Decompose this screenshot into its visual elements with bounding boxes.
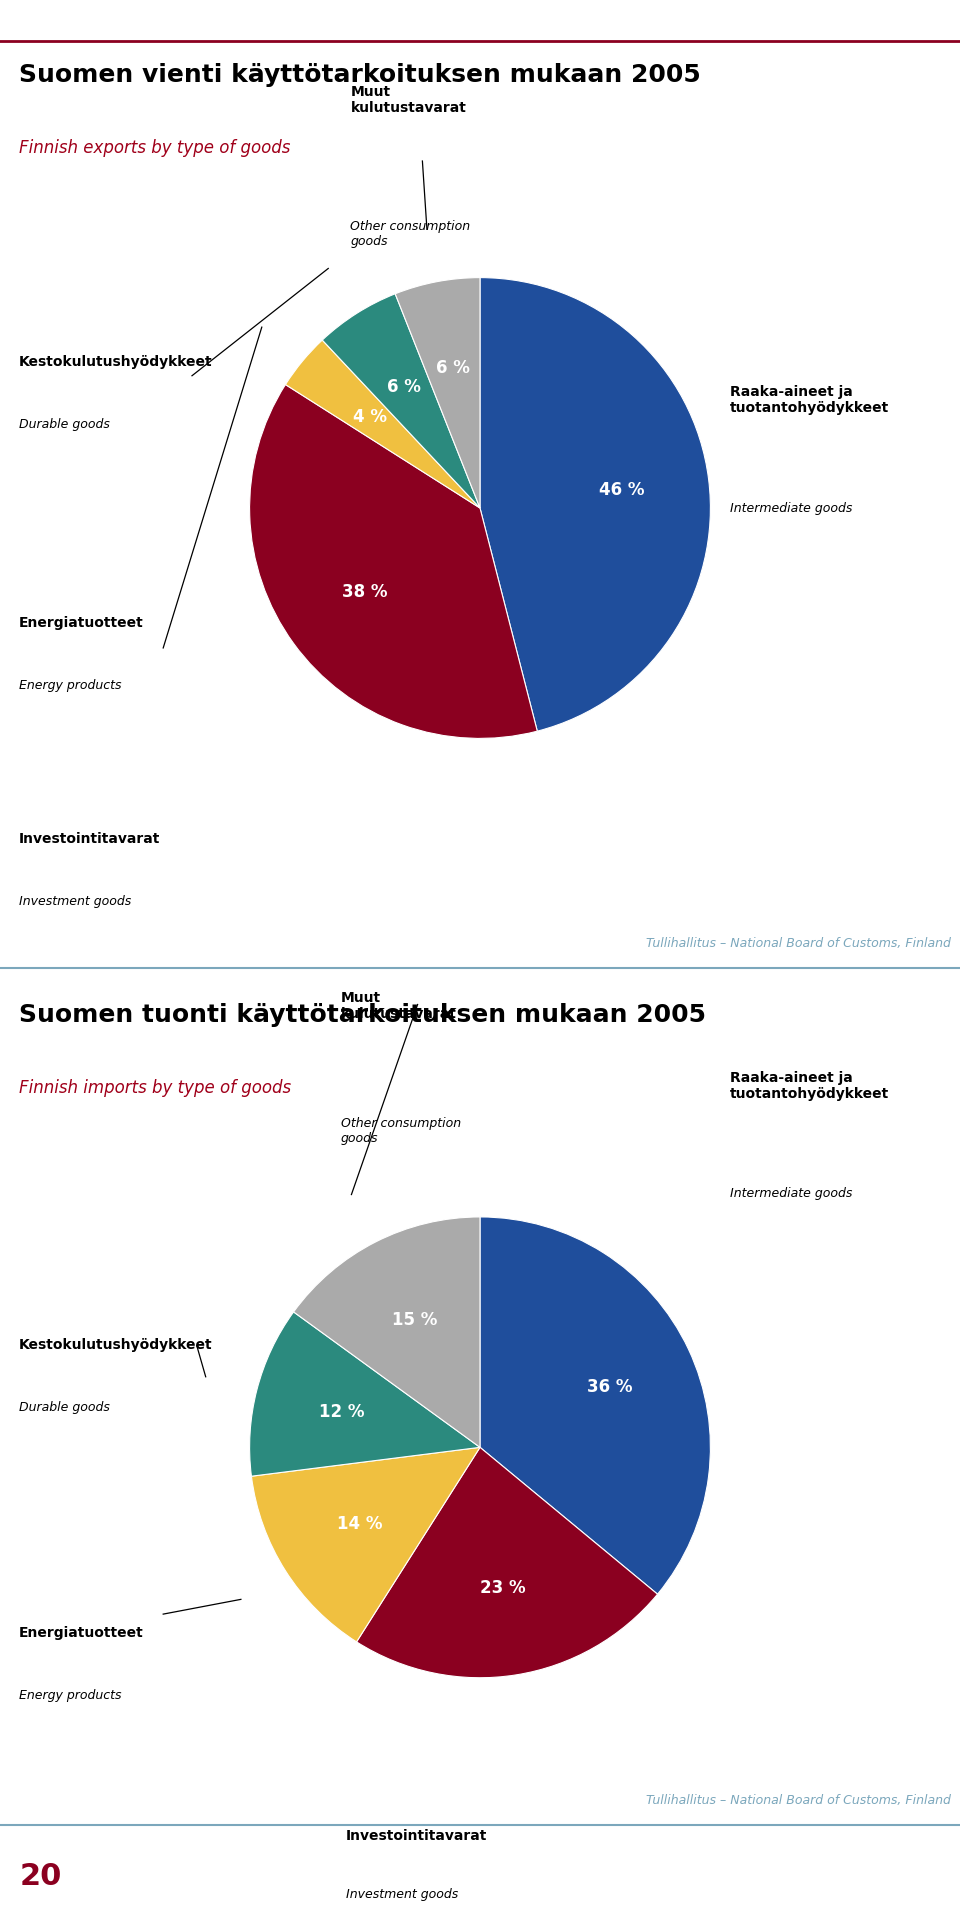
Text: Investointitavarat: Investointitavarat	[19, 832, 160, 847]
Text: Intermediate goods: Intermediate goods	[730, 1187, 852, 1200]
Text: Raaka-aineet ja
tuotantohyödykkeet: Raaka-aineet ja tuotantohyödykkeet	[730, 1072, 889, 1100]
Text: Durable goods: Durable goods	[19, 1401, 110, 1415]
Text: Investment goods: Investment goods	[19, 895, 132, 909]
Wedge shape	[480, 1217, 710, 1595]
Text: 23 %: 23 %	[480, 1580, 525, 1597]
Text: 12 %: 12 %	[319, 1403, 365, 1420]
Wedge shape	[285, 339, 480, 508]
Text: Kestokulutushyödykkeet: Kestokulutushyödykkeet	[19, 1338, 213, 1351]
Text: Investment goods: Investment goods	[346, 1888, 458, 1900]
Text: Kestokulutushyödykkeet: Kestokulutushyödykkeet	[19, 355, 213, 368]
Text: Other consumption
goods: Other consumption goods	[350, 220, 470, 247]
Wedge shape	[250, 385, 538, 738]
Text: Investointitavarat: Investointitavarat	[346, 1829, 487, 1842]
Text: KAUPPA: KAUPPA	[433, 17, 527, 36]
Text: 36 %: 36 %	[587, 1378, 632, 1396]
Text: Tullihallitus – National Board of Customs, Finland: Tullihallitus – National Board of Custom…	[645, 1794, 950, 1808]
Wedge shape	[396, 278, 480, 508]
Text: Energy products: Energy products	[19, 1689, 122, 1702]
Text: 15 %: 15 %	[393, 1311, 438, 1328]
Text: 14 %: 14 %	[337, 1514, 382, 1534]
Text: Finnish exports by type of goods: Finnish exports by type of goods	[19, 140, 291, 157]
Text: Durable goods: Durable goods	[19, 418, 110, 431]
Text: Energiatuotteet: Energiatuotteet	[19, 615, 144, 631]
Text: Tullihallitus – National Board of Customs, Finland: Tullihallitus – National Board of Custom…	[645, 937, 950, 951]
Text: 20: 20	[19, 1861, 61, 1892]
Text: Muut
kulutustavarat: Muut kulutustavarat	[341, 991, 457, 1022]
Text: Finnish imports by type of goods: Finnish imports by type of goods	[19, 1079, 291, 1097]
Text: 4 %: 4 %	[353, 408, 387, 426]
Wedge shape	[323, 293, 480, 508]
Text: Muut
kulutustavarat: Muut kulutustavarat	[350, 84, 467, 115]
Text: Suomen tuonti käyttötarkoituksen mukaan 2005: Suomen tuonti käyttötarkoituksen mukaan …	[19, 1003, 707, 1028]
Text: Raaka-aineet ja
tuotantohyödykkeet: Raaka-aineet ja tuotantohyödykkeet	[730, 385, 889, 414]
Text: Energy products: Energy products	[19, 679, 122, 692]
Wedge shape	[250, 1311, 480, 1476]
Text: Energiatuotteet: Energiatuotteet	[19, 1626, 144, 1641]
Wedge shape	[480, 278, 710, 730]
Wedge shape	[294, 1217, 480, 1447]
Text: 6 %: 6 %	[387, 378, 420, 397]
Text: Other consumption
goods: Other consumption goods	[341, 1118, 461, 1144]
Text: Suomen vienti käyttötarkoituksen mukaan 2005: Suomen vienti käyttötarkoituksen mukaan …	[19, 63, 701, 88]
Wedge shape	[252, 1447, 480, 1641]
Text: Intermediate goods: Intermediate goods	[730, 502, 852, 514]
Text: 38 %: 38 %	[342, 583, 387, 600]
Wedge shape	[356, 1447, 658, 1677]
Text: 6 %: 6 %	[436, 358, 470, 376]
Text: 46 %: 46 %	[599, 481, 644, 498]
